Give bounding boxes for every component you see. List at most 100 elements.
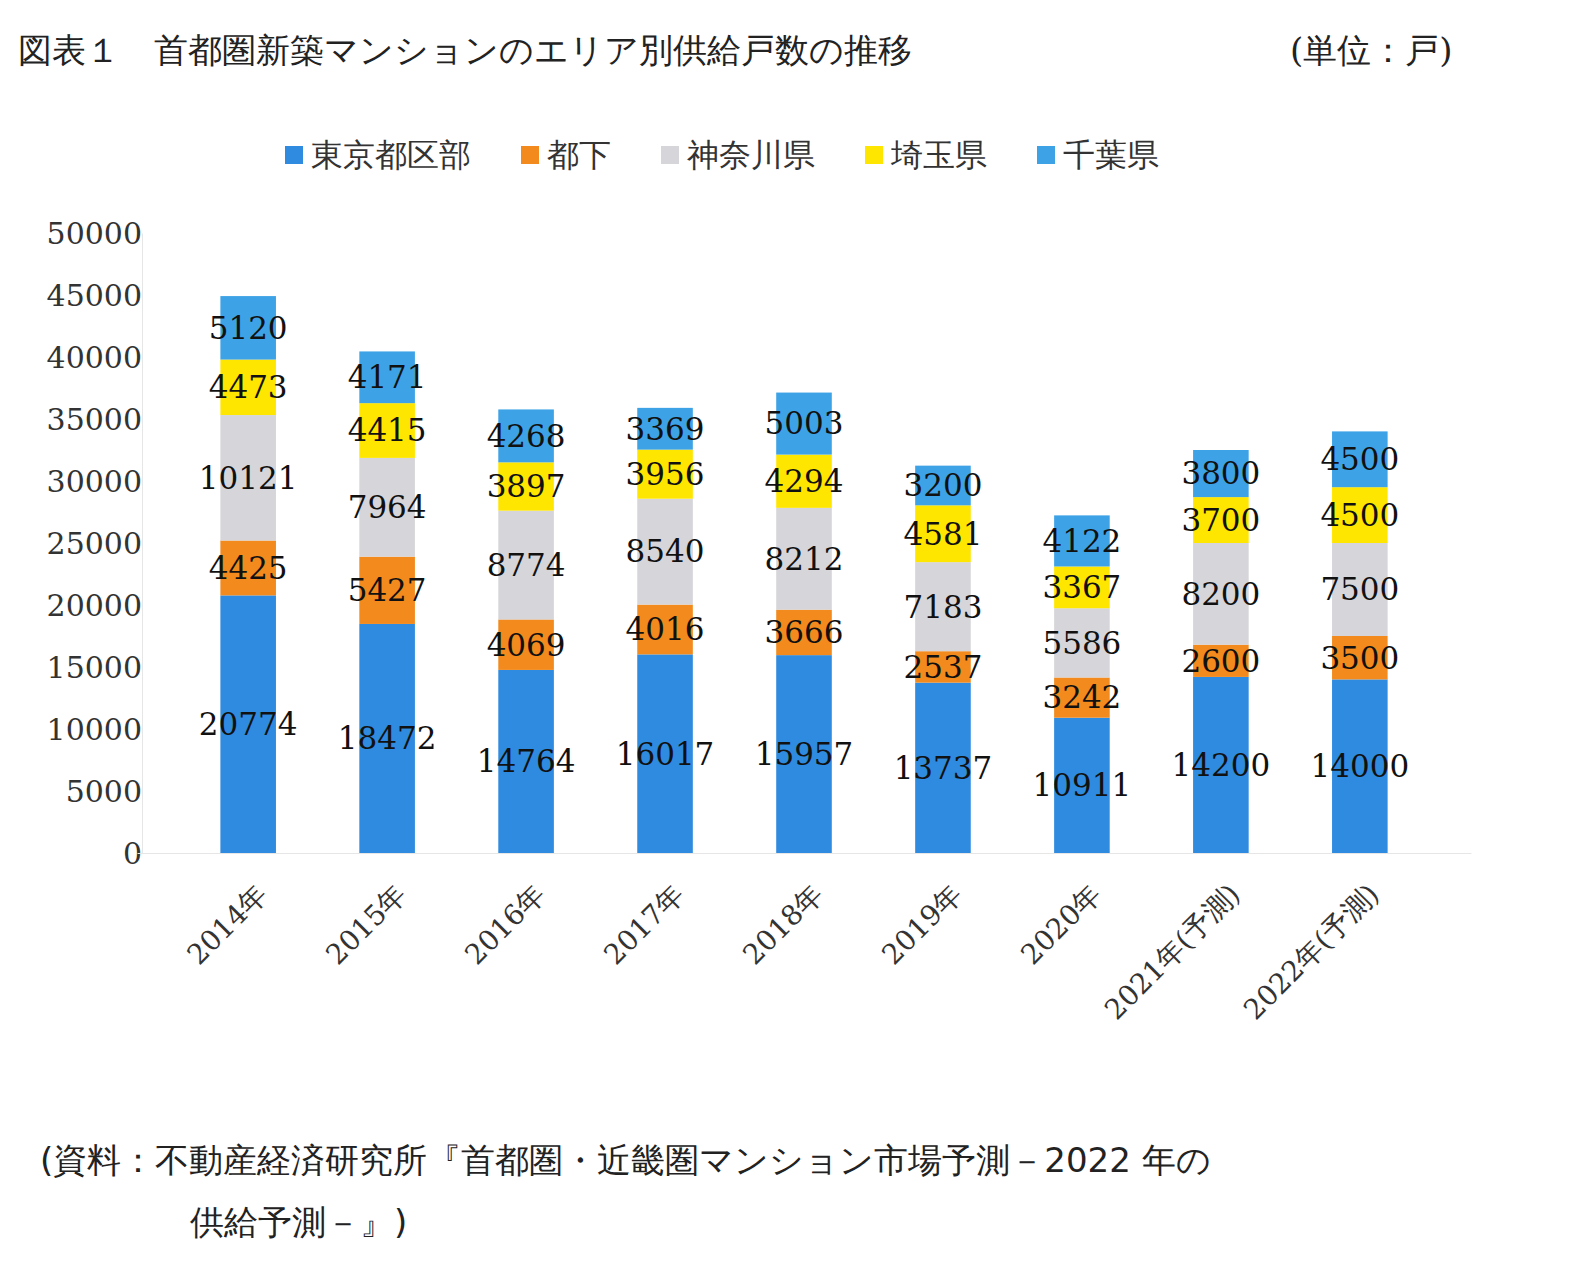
x-tick: 2015年 <box>319 853 413 971</box>
data-label: 3897 <box>487 468 566 504</box>
x-tick: 2019年 <box>875 853 969 971</box>
legend: 東京都区部 都下 神奈川県 埼玉県 千葉県 <box>285 136 1159 174</box>
x-tick-label: 2014年 <box>181 878 275 972</box>
legend-swatch <box>865 146 883 164</box>
y-tick: 15000 <box>47 650 142 685</box>
data-label: 2600 <box>1181 643 1260 679</box>
data-label: 8200 <box>1181 576 1260 612</box>
source: 供給予測－』) <box>190 1202 407 1242</box>
y-tick: 40000 <box>47 340 142 375</box>
x-tick: 2016年 <box>458 853 552 971</box>
data-label: 3956 <box>626 456 705 492</box>
data-label: 14000 <box>1311 748 1410 784</box>
data-label: 3242 <box>1042 679 1121 715</box>
y-axis-line <box>142 234 143 854</box>
y-tick: 20000 <box>47 588 142 623</box>
chart: 図表１ 首都圏新築マンションのエリア別供給戸数の推移(単位：戸)05000100… <box>0 0 1589 1280</box>
data-label: 4294 <box>765 463 844 499</box>
y-tick-label: 25000 <box>47 526 142 561</box>
legend-swatch <box>661 146 679 164</box>
y-tick: 45000 <box>47 278 142 313</box>
subtitle: (単位：戸) <box>1290 30 1453 70</box>
title: 図表１ 首都圏新築マンションのエリア別供給戸数の推移 <box>18 30 912 70</box>
data-label: 3666 <box>765 614 844 650</box>
data-label: 16017 <box>616 736 715 772</box>
data-label: 4016 <box>626 611 705 647</box>
x-tick: 2018年 <box>736 853 830 971</box>
y-tick: 5000 <box>66 774 142 809</box>
data-label: 3500 <box>1320 640 1399 676</box>
x-tick-label: 2019年 <box>875 878 969 972</box>
legend-swatch <box>1037 146 1055 164</box>
data-label: 4122 <box>1042 523 1121 559</box>
data-label: 5586 <box>1042 625 1121 661</box>
data-label: 7183 <box>904 589 983 625</box>
x-tick-label: 2018年 <box>736 878 830 972</box>
data-label: 8540 <box>626 533 705 569</box>
data-label: 3700 <box>1181 502 1260 538</box>
legend-item: 埼玉県 <box>865 136 987 174</box>
source: (資料：不動産経済研究所『首都圏・近畿圏マンション市場予測－2022 年の <box>40 1140 1211 1180</box>
data-label: 4581 <box>904 516 983 552</box>
y-tick-label: 40000 <box>47 340 142 375</box>
x-tick-label: 2022年(予測) <box>1237 878 1386 1027</box>
data-label: 10911 <box>1033 767 1132 803</box>
legend-label: 埼玉県 <box>890 136 987 174</box>
data-label: 4268 <box>487 418 566 454</box>
y-tick: 10000 <box>47 712 142 747</box>
x-tick: 2014年 <box>181 853 275 971</box>
data-label: 4415 <box>348 412 427 448</box>
data-label: 4171 <box>348 359 427 395</box>
x-tick: 2017年 <box>597 853 691 971</box>
data-label: 5003 <box>765 405 844 441</box>
data-label: 3200 <box>904 467 983 503</box>
legend-label: 千葉県 <box>1063 136 1159 174</box>
y-tick-label: 5000 <box>66 774 142 809</box>
legend-item: 東京都区部 <box>285 136 471 174</box>
x-axis-line <box>138 853 1472 854</box>
data-label: 4069 <box>487 627 566 663</box>
y-tick-label: 10000 <box>47 712 142 747</box>
data-label: 5120 <box>209 310 288 346</box>
y-tick-label: 35000 <box>47 402 142 437</box>
data-label: 7500 <box>1320 571 1399 607</box>
data-label: 4500 <box>1320 441 1399 477</box>
data-label: 15957 <box>755 736 854 772</box>
x-axis: 2014年 2015年 2016年 2017年 2018年 2019年 2020年2021年… <box>138 853 1472 1026</box>
data-label: 7964 <box>348 489 427 525</box>
y-tick-label: 20000 <box>47 588 142 623</box>
bars <box>220 296 1387 853</box>
legend-swatch <box>285 146 303 164</box>
legend-label: 神奈川県 <box>687 136 815 174</box>
legend-label: 東京都区部 <box>311 136 471 174</box>
data-label: 3369 <box>626 411 705 447</box>
data-label: 3800 <box>1181 455 1260 491</box>
data-label: 4425 <box>209 550 288 586</box>
x-tick: 2020年 <box>1014 853 1108 971</box>
y-tick-label: 50000 <box>47 216 142 251</box>
y-tick-label: 30000 <box>47 464 142 499</box>
legend-item: 千葉県 <box>1037 136 1159 174</box>
legend-item: 神奈川県 <box>661 136 815 174</box>
x-tick-label: 2016年 <box>458 878 552 972</box>
x-tick-label: 2017年 <box>597 878 691 972</box>
y-tick: 50000 <box>47 216 142 251</box>
x-tick-label: 2020年 <box>1014 878 1108 972</box>
y-axis: 0500010000150002000025000300003500040000… <box>47 216 143 871</box>
data-label: 14200 <box>1172 747 1271 783</box>
data-label: 8212 <box>765 541 844 577</box>
x-tick: 2022年(予測) <box>1237 853 1386 1026</box>
data-label: 18472 <box>338 720 437 756</box>
data-label: 13737 <box>894 750 993 786</box>
legend-swatch <box>521 146 539 164</box>
x-tick-label: 2021年(予測) <box>1098 878 1247 1027</box>
y-tick-label: 15000 <box>47 650 142 685</box>
y-tick-label: 45000 <box>47 278 142 313</box>
data-labels: 20774 18472 14764 16017 15957 13737 10911 14200… <box>199 310 1409 804</box>
data-label: 20774 <box>199 706 298 742</box>
data-label: 5427 <box>348 572 427 608</box>
x-tick-label: 2015年 <box>319 878 413 972</box>
legend-label: 都下 <box>547 136 611 174</box>
data-label: 14764 <box>477 743 576 779</box>
y-tick: 30000 <box>47 464 142 499</box>
